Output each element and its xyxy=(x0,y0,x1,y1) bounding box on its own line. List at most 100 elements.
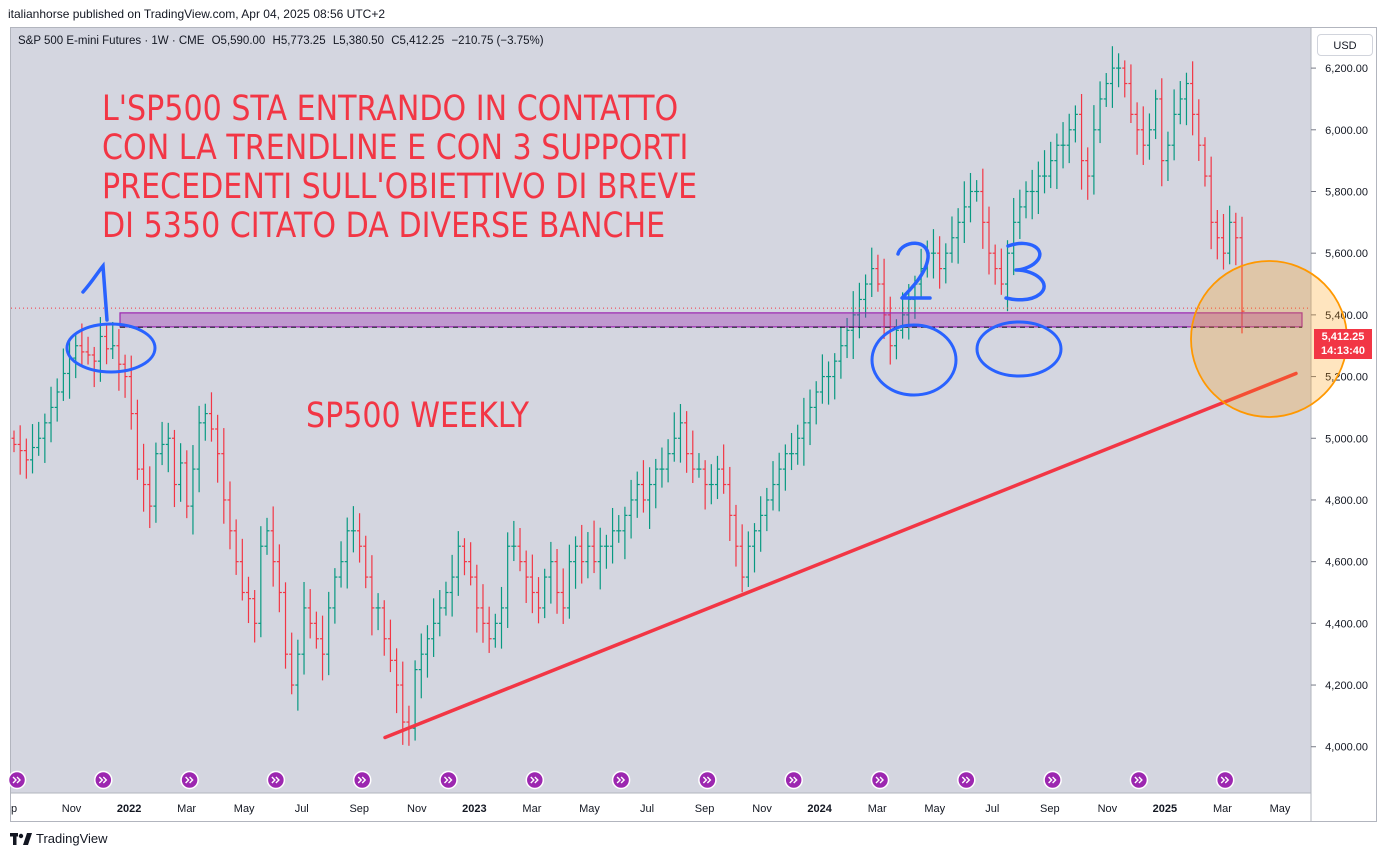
ohlc-bar xyxy=(153,442,159,523)
time-tick-label: Nov xyxy=(752,803,772,815)
ohlc-bar xyxy=(326,591,332,676)
ohlc-bar xyxy=(998,248,1004,295)
ohlc-bar xyxy=(628,479,634,539)
drawings xyxy=(11,241,1348,740)
ohlc-bar xyxy=(313,611,319,649)
time-axis: p Nov 2022 Mar May Jul Sep Nov 2023 Mar May Jul Sep N… xyxy=(11,803,1291,815)
ohlc-bar xyxy=(30,424,36,474)
time-tick-label: 2023 xyxy=(462,803,486,815)
event-marker[interactable] xyxy=(94,770,113,790)
event-marker[interactable] xyxy=(870,770,890,790)
ohlc-bar xyxy=(295,639,301,711)
event-marker[interactable] xyxy=(784,770,803,790)
event-marker[interactable] xyxy=(1215,770,1235,790)
ohlc-bar xyxy=(943,243,949,284)
ohlc-bar xyxy=(474,564,480,633)
event-marker-glyph xyxy=(357,776,367,784)
ohlc-bar xyxy=(708,464,714,505)
time-tick-label: 2024 xyxy=(807,803,832,815)
ohlc-bar xyxy=(202,403,208,441)
event-marker-glyph xyxy=(702,776,712,784)
ohlc-bar xyxy=(980,168,986,249)
tradingview-logo[interactable]: TradingView xyxy=(10,831,108,846)
event-marker[interactable] xyxy=(352,770,372,790)
ohlc-bar xyxy=(937,236,943,289)
event-marker-glyph xyxy=(616,776,626,784)
ohlc-bar xyxy=(782,444,788,491)
ohlc-bar xyxy=(289,632,295,695)
event-marker[interactable] xyxy=(266,770,286,790)
event-marker[interactable] xyxy=(1129,770,1149,790)
ohlc-bar xyxy=(665,439,671,483)
ohlc-bar xyxy=(443,581,449,616)
event-marker[interactable] xyxy=(957,770,976,790)
ohlc-bar xyxy=(227,481,233,550)
ohlc-bar xyxy=(634,471,640,518)
ohlc-bar xyxy=(418,633,424,699)
event-marker-glyph xyxy=(961,776,971,784)
time-tick-label: 2022 xyxy=(117,803,141,815)
ohlc-bar xyxy=(869,247,875,297)
ohlc-bar xyxy=(11,430,17,453)
ohlc-bar xyxy=(431,598,437,657)
time-tick-label: Nov xyxy=(1098,803,1118,815)
ohlc-bar xyxy=(394,648,400,714)
currency-button[interactable]: USD xyxy=(1317,34,1373,56)
ohlc-bar xyxy=(1085,147,1091,200)
tradingview-logo-icon xyxy=(10,832,32,845)
event-marker[interactable] xyxy=(180,770,199,790)
ohlc-bar xyxy=(622,506,628,560)
ohlc-bar xyxy=(1035,161,1041,215)
ohlc-bar xyxy=(671,412,677,462)
event-marker[interactable] xyxy=(7,770,27,790)
price-tick-label: 4,800.00 xyxy=(1325,495,1368,507)
event-marker[interactable] xyxy=(611,770,631,790)
ohlc-bar xyxy=(826,361,832,405)
ohlc-bar xyxy=(36,421,42,456)
ohlc-bar xyxy=(1060,122,1066,169)
event-marker-icon xyxy=(352,770,372,790)
ohlc-bar xyxy=(104,324,110,365)
ohlc-bar xyxy=(252,590,258,643)
ohlc-bar xyxy=(461,538,467,576)
ohlc-bar xyxy=(122,354,128,398)
ohlc-bar xyxy=(1122,60,1128,98)
time-tick-label: Jul xyxy=(295,803,309,815)
ohlc-bar xyxy=(789,433,795,471)
legend-symbol: S&P 500 E-mini Futures · 1W · CME xyxy=(18,35,205,47)
trendline xyxy=(383,371,1298,740)
event-marker[interactable] xyxy=(439,770,458,790)
ohlc-bar xyxy=(1079,94,1085,190)
ohlc-bar xyxy=(1091,105,1097,195)
ohlc-bar xyxy=(677,404,683,463)
ohlc-bar xyxy=(215,414,221,483)
time-tick-label: May xyxy=(1270,803,1291,815)
ohlc-bar xyxy=(1017,189,1023,239)
ohlc-bar xyxy=(1146,113,1152,160)
ohlc-bar xyxy=(1072,105,1078,143)
ohlc-bar xyxy=(381,600,387,656)
ohlc-bar xyxy=(357,513,363,563)
ohlc-bar xyxy=(863,274,869,318)
ohlc-bar xyxy=(733,504,739,567)
ohlc-bar xyxy=(147,466,153,529)
price-axis: 6,200.00 6,000.00 5,800.00 5,600.00 5,400.00… xyxy=(1311,63,1368,754)
ohlc-bar xyxy=(949,216,955,263)
ohlc-bar xyxy=(1140,106,1146,165)
symbol-legend: S&P 500 E-mini Futures · 1W · CME O5,590… xyxy=(18,35,544,47)
event-marker[interactable] xyxy=(525,770,545,790)
ohlc-bar xyxy=(992,244,998,285)
event-marker[interactable] xyxy=(1043,770,1062,790)
ohlc-bar xyxy=(1214,209,1220,260)
ohlc-bar xyxy=(758,496,764,552)
event-markers[interactable] xyxy=(7,770,1235,790)
ohlc-bar xyxy=(511,520,517,562)
event-marker-glyph xyxy=(875,776,884,784)
event-marker[interactable] xyxy=(698,770,717,790)
event-marker-glyph xyxy=(271,776,280,784)
event-marker-glyph xyxy=(12,776,21,784)
ohlc-bar xyxy=(424,625,430,678)
event-marker-icon xyxy=(525,770,545,790)
support-circle-1 xyxy=(65,322,157,374)
